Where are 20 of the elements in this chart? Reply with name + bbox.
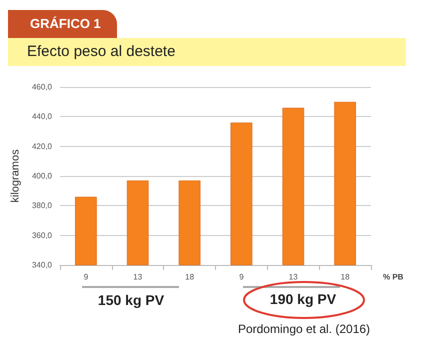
chart-subtitle: GRÁFICO 1 bbox=[8, 10, 117, 38]
x-tick-label: 13 bbox=[288, 272, 298, 282]
x-tick-label: 9 bbox=[239, 272, 244, 282]
chart-title: Efecto peso al destete bbox=[8, 38, 406, 66]
x-tick-label: 13 bbox=[133, 272, 143, 282]
y-tick-label: 380,0 bbox=[32, 201, 53, 210]
y-axis-title: kilogramos bbox=[10, 148, 22, 203]
x-tick-label: 9 bbox=[84, 272, 89, 282]
y-tick-label: 420,0 bbox=[32, 142, 53, 151]
text: Pordomingo et al. (2016) bbox=[238, 322, 370, 336]
y-tick-label: 460,0 bbox=[32, 82, 53, 92]
x-axis-title: % PB bbox=[383, 272, 404, 282]
y-tick-label: 400,0 bbox=[32, 172, 53, 180]
y-tick-label: 360,0 bbox=[32, 230, 53, 240]
text: 190 kg PV bbox=[270, 291, 336, 307]
text: 150 kg PV bbox=[98, 292, 164, 308]
y-tick-label: 340,0 bbox=[32, 260, 53, 270]
x-tick-label: 18 bbox=[185, 272, 195, 282]
x-tick-label: 18 bbox=[340, 272, 350, 282]
y-tick-label: 440,0 bbox=[32, 112, 53, 122]
